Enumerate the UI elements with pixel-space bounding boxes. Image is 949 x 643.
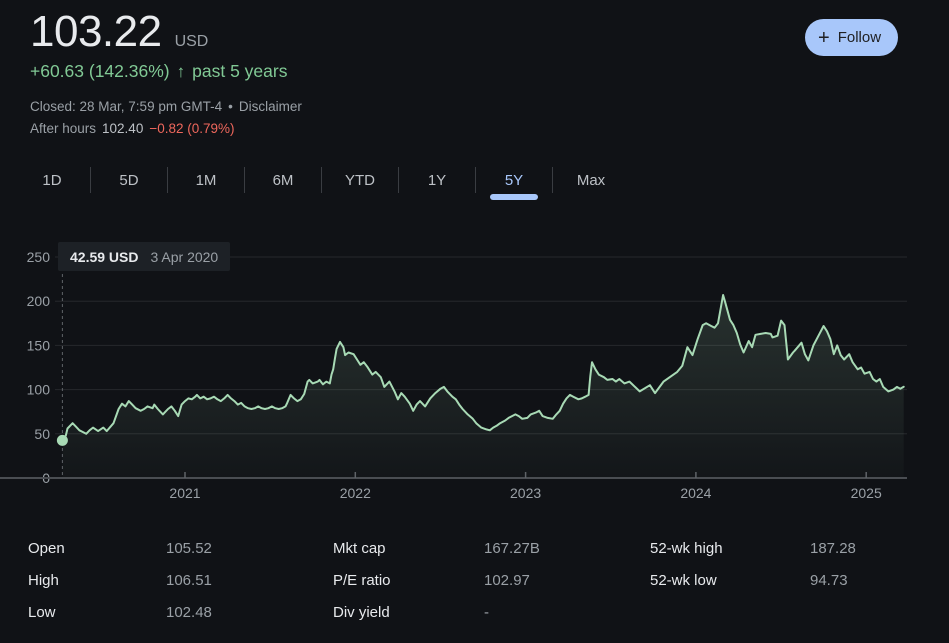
stat-row-52wk-high: 52-wk high 187.28 [650, 532, 856, 564]
x-axis-label: 2025 [851, 485, 882, 501]
stat-value: 105.52 [166, 539, 212, 557]
tab-1y[interactable]: 1Y [427, 171, 447, 189]
x-axis-label: 2021 [169, 485, 200, 501]
stat-row-open: Open 105.52 [28, 532, 212, 564]
stats-column-2: Mkt cap 167.27B P/E ratio 102.97 Div yie… [333, 532, 540, 628]
time-range-tabbar: 1D 5D 1M 6M YTD 1Y 5Y Max [14, 160, 629, 200]
x-axis-label: 2022 [340, 485, 371, 501]
stats-column-1: Open 105.52 High 106.51 Low 102.48 [28, 532, 212, 628]
tab-divider [552, 167, 553, 193]
tab-1m[interactable]: 1M [195, 171, 217, 189]
plus-icon: + [818, 26, 830, 49]
tab-5y[interactable]: 5Y [476, 160, 552, 200]
price-change: +60.63 (142.36%) [30, 61, 170, 81]
y-axis-label: 50 [34, 426, 50, 442]
stat-row-mktcap: Mkt cap 167.27B [333, 532, 540, 564]
stat-value: 102.48 [166, 603, 212, 621]
tab-divider [90, 167, 91, 193]
stat-row-high: High 106.51 [28, 564, 212, 596]
stat-row-peratio: P/E ratio 102.97 [333, 564, 540, 596]
price-change-row: +60.63 (142.36%) ↑ past 5 years [30, 61, 287, 82]
follow-button-label: Follow [837, 29, 882, 46]
currency-label: USD [174, 33, 209, 50]
tab-ytd[interactable]: YTD [345, 171, 375, 189]
stat-label: High [28, 571, 59, 589]
stat-value: - [484, 603, 489, 621]
tab-divider [167, 167, 168, 193]
tab-divider [244, 167, 245, 193]
tab-divider [321, 167, 322, 193]
stat-value: 106.51 [166, 571, 212, 589]
chart-area-fill [62, 295, 904, 478]
y-axis-label: 100 [27, 382, 51, 398]
stat-label: Low [28, 603, 56, 621]
tooltip-price: 42.59 USD [70, 248, 139, 265]
x-axis-label: 2023 [510, 485, 541, 501]
stat-value: 167.27B [484, 539, 540, 557]
stat-row-low: Low 102.48 [28, 596, 212, 628]
stat-label: Mkt cap [333, 539, 386, 557]
stat-row-divyield: Div yield - [333, 596, 540, 628]
stat-label: 52-wk high [650, 539, 723, 557]
stat-label: P/E ratio [333, 571, 391, 589]
tab-1d[interactable]: 1D [42, 171, 62, 189]
market-status-row: Closed: 28 Mar, 7:59 pm GMT-4 • Disclaim… [30, 99, 302, 114]
stat-value: 187.28 [810, 539, 856, 557]
tab-6m[interactable]: 6M [272, 171, 294, 189]
arrow-up-icon: ↑ [176, 61, 186, 81]
after-hours-label: After hours [30, 121, 97, 136]
x-axis-label: 2024 [680, 485, 711, 501]
marker-dot [56, 434, 68, 446]
closed-status: Closed: 28 Mar, 7:59 pm GMT-4 [30, 99, 223, 114]
chart-hover-tooltip: 42.59 USD 3 Apr 2020 [58, 242, 231, 271]
stat-value: 94.73 [810, 571, 848, 589]
stat-value: 102.97 [484, 571, 530, 589]
chart-line [61, 294, 905, 442]
after-hours-row: After hours 102.40 −0.82 (0.79%) [30, 121, 235, 136]
stat-label: 52-wk low [650, 571, 717, 589]
price-row: 103.22 USD [30, 8, 208, 56]
active-tab-underline [490, 194, 538, 200]
stat-label: Div yield [333, 603, 390, 621]
y-axis-label: 150 [27, 337, 51, 353]
tooltip-date: 3 Apr 2020 [150, 248, 219, 265]
disclaimer-link[interactable]: Disclaimer [238, 99, 302, 114]
stats-column-3: 52-wk high 187.28 52-wk low 94.73 [650, 532, 856, 596]
tab-max[interactable]: Max [576, 171, 606, 189]
after-hours-change: −0.82 (0.79%) [149, 121, 235, 136]
after-hours-price: 102.40 [102, 121, 144, 136]
bullet-separator: • [228, 99, 233, 114]
tab-divider [475, 167, 476, 193]
follow-button[interactable]: + Follow [805, 19, 899, 56]
period-label: past 5 years [192, 61, 288, 81]
tab-5d[interactable]: 5D [119, 171, 139, 189]
stat-row-52wk-low: 52-wk low 94.73 [650, 564, 856, 596]
y-axis-label: 250 [27, 249, 51, 265]
tab-divider [398, 167, 399, 193]
stat-label: Open [28, 539, 65, 557]
y-axis-label: 200 [27, 293, 51, 309]
current-price: 103.22 [30, 7, 162, 56]
